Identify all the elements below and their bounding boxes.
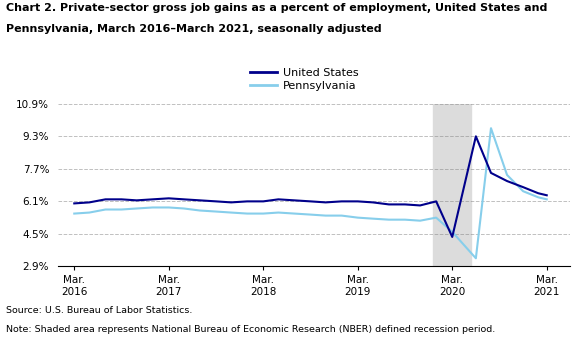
Text: Source: U.S. Bureau of Labor Statistics.: Source: U.S. Bureau of Labor Statistics. [6, 306, 192, 315]
Text: Chart 2. Private-sector gross job gains as a percent of employment, United State: Chart 2. Private-sector gross job gains … [6, 3, 547, 13]
Bar [434, 104, 471, 266]
Legend: United States, Pennsylvania: United States, Pennsylvania [245, 63, 363, 95]
Text: Note: Shaded area represents National Bureau of Economic Research (NBER) defined: Note: Shaded area represents National Bu… [6, 325, 495, 334]
Text: Pennsylvania, March 2016–March 2021, seasonally adjusted: Pennsylvania, March 2016–March 2021, sea… [6, 24, 381, 34]
